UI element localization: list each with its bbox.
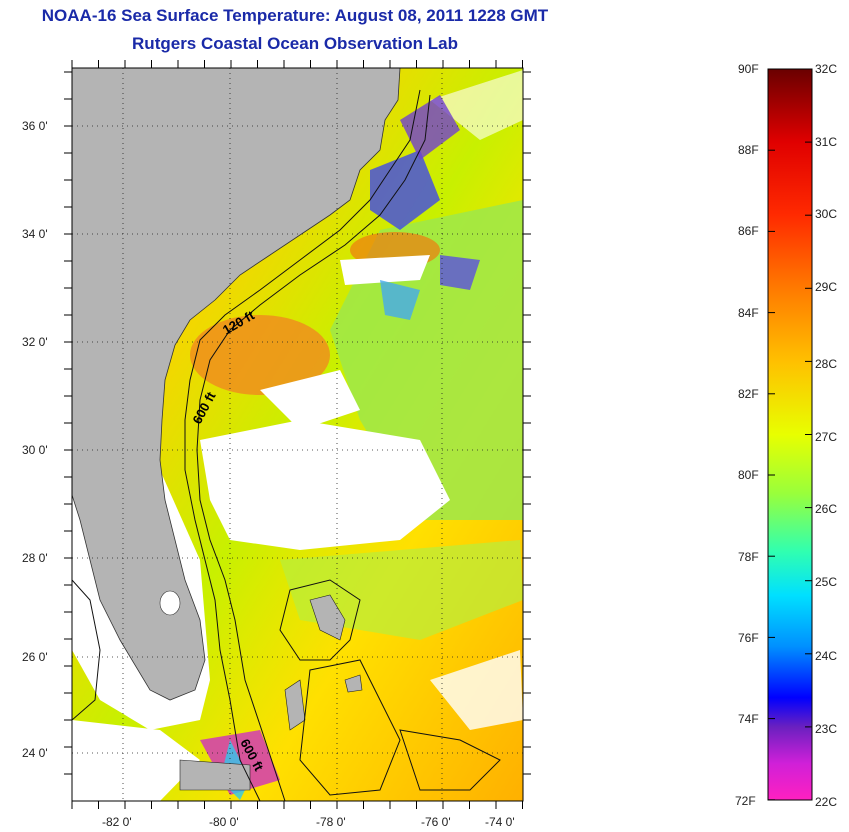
c-label-25: 25C [815,575,837,589]
lon-label-74: -74 0' [485,815,515,829]
c-label-32: 32C [815,62,837,76]
lon-label-76: -76 0' [421,815,451,829]
cool-anomaly-patches [200,95,480,800]
lat-label-30: 30 0' [22,443,48,457]
bahamas-islands [179,594,363,791]
f-label-82: 82F [738,387,759,401]
c-label-24: 24C [815,649,837,663]
c-label-23: 23C [815,722,837,736]
f-label-84: 84F [738,306,759,320]
lat-label-28: 28 0' [22,551,48,565]
f-label-76: 76F [738,631,759,645]
c-label-29: 29C [815,280,837,294]
colorbar-celsius-labels: 32C 31C 30C 29C 28C 27C 26C 25C 24C 23C … [815,62,837,809]
f-label-88: 88F [738,143,759,157]
f-label-80: 80F [738,468,759,482]
lon-label-80: -80 0' [209,815,239,829]
lat-label-26: 26 0' [22,650,48,664]
longitude-labels: -82 0' -80 0' -78 0' -76 0' -74 0' [102,815,515,829]
lat-label-36: 36 0' [22,119,48,133]
lat-label-32: 32 0' [22,335,48,349]
c-label-31: 31C [815,135,837,149]
map-gridlines [72,68,523,801]
lon-label-78: -78 0' [316,815,346,829]
colorbar-scale [767,68,813,801]
f-label-78: 78F [738,550,759,564]
f-label-72: 72F [735,794,756,808]
f-label-74: 74F [738,712,759,726]
c-label-22: 22C [815,795,837,809]
f-label-90: 90F [738,62,759,76]
map-frame [71,67,524,802]
lat-label-34: 34 0' [22,227,48,241]
c-label-27: 27C [815,430,837,444]
c-label-28: 28C [815,357,837,371]
colorbar-fahrenheit-labels: 90F 88F 86F 84F 82F 80F 78F 76F 74F 72F [735,62,759,808]
c-label-30: 30C [815,207,837,221]
lake-okeechobee [159,590,181,616]
map-subtitle: Rutgers Coastal Ocean Observation Lab [132,34,458,53]
map-plot-area: 120 ft 600 ft 600 ft [72,68,523,801]
latitude-labels: 36 0' 34 0' 32 0' 30 0' 28 0' 26 0' 24 0… [22,119,48,760]
bathymetry-contours [72,89,501,801]
f-label-86: 86F [738,224,759,238]
land-us-mainland [72,68,401,701]
lon-label-82: -82 0' [102,815,132,829]
warm-patch [190,315,330,395]
c-label-26: 26C [815,502,837,516]
colorbar-ticks [768,68,812,801]
axis-ticks [64,60,531,809]
map-title: NOAA-16 Sea Surface Temperature: August … [41,6,549,25]
lat-label-24: 24 0' [22,746,48,760]
